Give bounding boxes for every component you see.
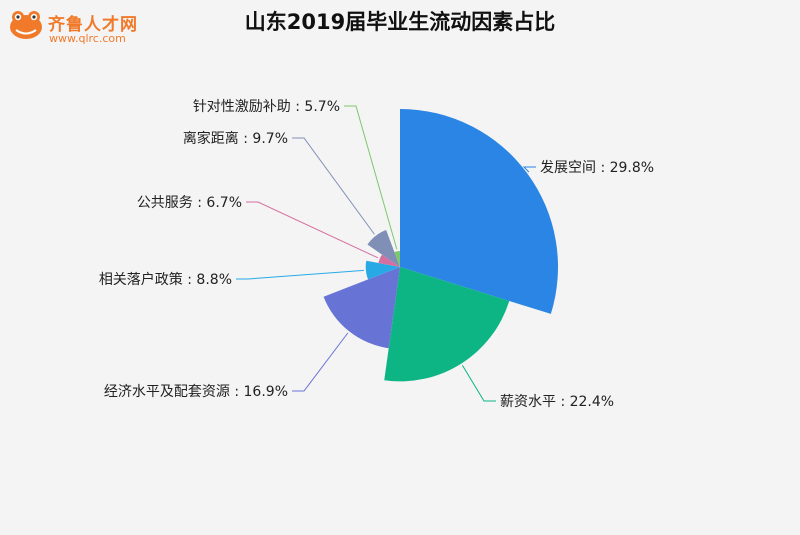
rose-slice[interactable] (367, 229, 400, 267)
slice-label: 薪资水平 : 22.4% (500, 394, 614, 410)
logo: 齐鲁人才网 www.qlrc.com (8, 8, 158, 48)
rose-slice[interactable] (400, 109, 558, 314)
rose-slice[interactable] (378, 254, 400, 267)
slice-label: 相关落户政策 : 8.8% (99, 271, 232, 288)
label-leader-line (292, 332, 349, 392)
rose-slice[interactable] (394, 251, 400, 267)
rose-slices (323, 109, 558, 382)
label-leader-line (246, 201, 379, 259)
slice-label: 针对性激励补助 : 5.7% (193, 98, 340, 115)
slice-label: 公共服务 : 6.7% (137, 195, 242, 211)
slice-labels: 发展空间 : 29.8% 薪资水平 : 22.4% 经济水平及配套资源 : 16.9… (99, 98, 654, 410)
rose-slice[interactable] (323, 267, 400, 349)
slice-label: 经济水平及配套资源 : 16.9% (104, 384, 288, 400)
slice-label: 发展空间 : 29.8% (540, 160, 654, 176)
frog-logo-icon (10, 11, 42, 39)
label-leader-line (522, 166, 536, 173)
slice-label: 离家距离 : 9.7% (183, 130, 288, 147)
chart-title: 山东2019届毕业生流动因素占比 (244, 10, 556, 34)
label-leader-line (461, 365, 496, 402)
rose-slice[interactable] (365, 260, 400, 280)
label-leader-line (292, 137, 375, 235)
label-leader-line (236, 269, 364, 280)
logo-name: 齐鲁人才网 (48, 15, 138, 35)
rose-slice[interactable] (384, 267, 510, 382)
logo-url: www.qlrc.com (49, 32, 126, 45)
label-leader-line (344, 105, 398, 250)
